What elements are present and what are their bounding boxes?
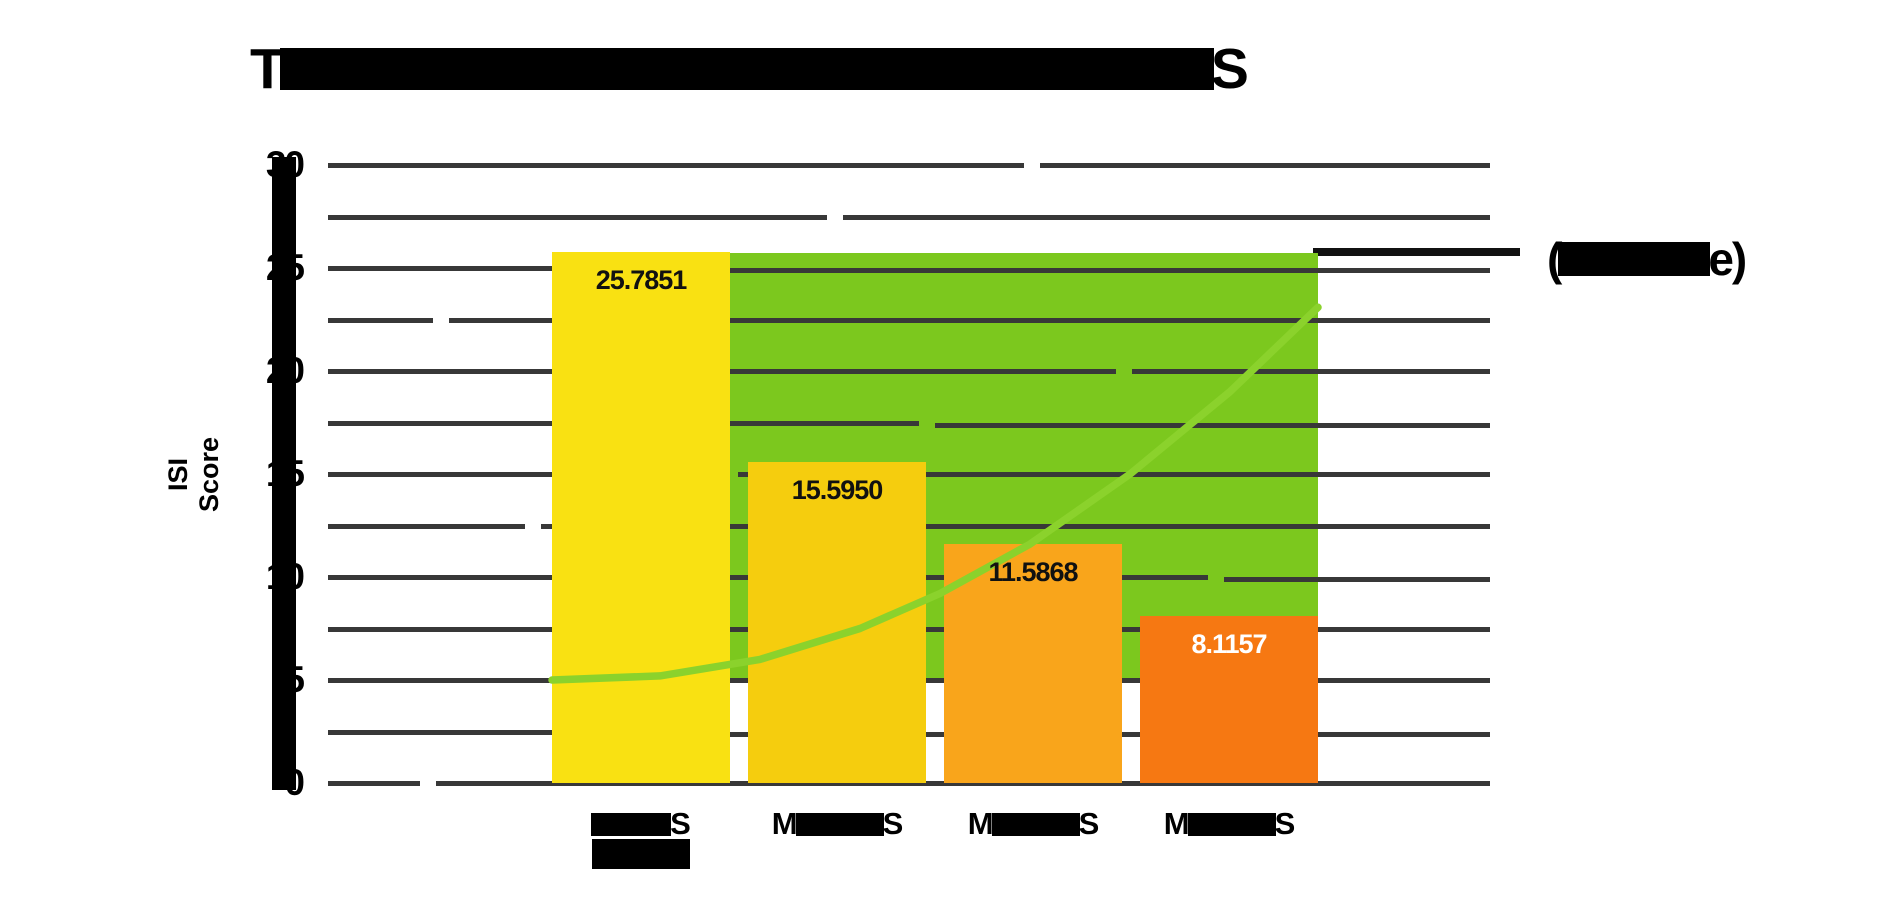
gridline xyxy=(328,781,420,786)
gridline xyxy=(328,215,827,220)
legend-pointer-line xyxy=(1313,248,1520,256)
gridline xyxy=(646,268,1490,273)
gridline xyxy=(328,163,1024,168)
gridline xyxy=(328,524,525,529)
y-tick-label: 5 xyxy=(284,659,305,701)
bar-value-label: 25.7851 xyxy=(595,264,688,295)
x-label-end-glyph: S xyxy=(1078,806,1100,841)
x-label-start-glyph: M xyxy=(1163,806,1190,841)
title-start-glyph: T xyxy=(250,37,285,101)
gridline xyxy=(935,423,1490,428)
x-label-line1: S xyxy=(591,806,691,841)
x-label-end-glyph: S xyxy=(670,806,691,841)
y-axis-spine xyxy=(272,157,296,790)
x-label-start-glyph: M xyxy=(967,806,994,841)
y-tick-label: 30 xyxy=(265,144,305,186)
x-label-redacted-bar xyxy=(795,812,884,836)
bar-value-label: 11.5868 xyxy=(988,557,1078,588)
x-label-end-glyph: S xyxy=(882,806,904,841)
bar-value-label: 15.5950 xyxy=(791,474,884,505)
gridline xyxy=(328,266,630,271)
x-axis-label: S xyxy=(553,806,729,869)
legend-label: ( e) xyxy=(1547,233,1747,285)
gridline xyxy=(328,730,617,735)
gridline xyxy=(1132,369,1490,374)
bar xyxy=(552,251,730,783)
gridline xyxy=(1040,163,1490,168)
bar xyxy=(748,461,926,783)
chart-title: T S xyxy=(250,37,1249,101)
legend-redacted-bar xyxy=(1558,242,1711,276)
gridline xyxy=(328,472,722,477)
y-tick-label: 20 xyxy=(265,350,305,392)
y-tick-label: 15 xyxy=(265,453,305,495)
gridline xyxy=(328,318,433,323)
gridline xyxy=(1224,577,1490,582)
x-label-start-glyph: M xyxy=(771,806,798,841)
y-tick-label: 25 xyxy=(265,247,305,289)
bar-value-label: 8.1157 xyxy=(1191,628,1267,659)
x-label-second-line-bar xyxy=(592,839,690,869)
x-label-redacted-bar xyxy=(591,812,672,836)
title-end-glyph: S xyxy=(1210,37,1249,101)
x-label-redacted-bar xyxy=(1187,812,1276,836)
title-redacted-bar xyxy=(279,48,1214,90)
x-label-end-glyph: S xyxy=(1274,806,1296,841)
x-label-redacted-bar xyxy=(991,812,1080,836)
legend-end-glyph: e) xyxy=(1708,233,1747,285)
y-tick-label: 10 xyxy=(265,556,305,598)
gridline xyxy=(843,215,1490,220)
gridline xyxy=(436,781,1490,786)
y-tick-label: 0 xyxy=(284,762,305,803)
